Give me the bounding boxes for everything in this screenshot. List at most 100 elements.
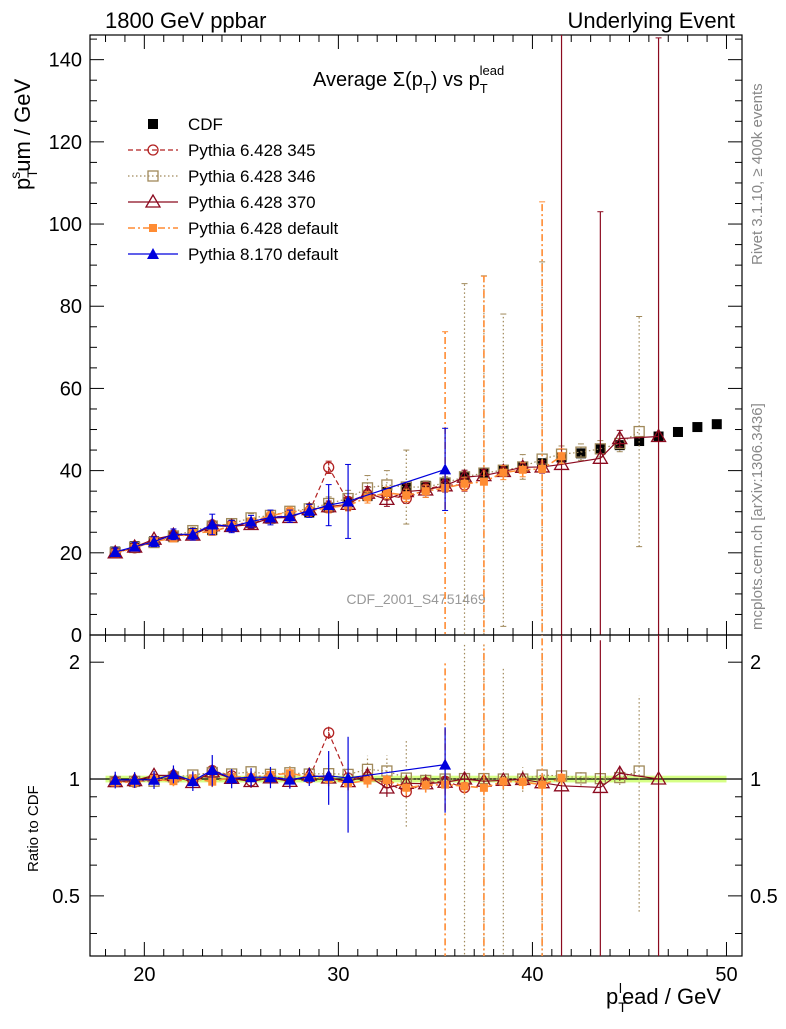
- ratio-point-pythia-6-428-345: [323, 727, 335, 739]
- ratio-point-pythia-6-428-default: [402, 783, 411, 792]
- main-panel: 0 20 40 60 80 100 120 140: [49, 34, 743, 647]
- point-pythia-6-428-default: [402, 491, 411, 500]
- ratio-y-tick-label-right: 0.5: [750, 886, 778, 908]
- ratio-point-pythia-8-170-default: [439, 758, 452, 770]
- y-tick-label: 60: [60, 378, 82, 400]
- ratio-panel: 20 30 40 50 0.5 0.5 1 1 2 2: [52, 634, 778, 986]
- ratio-point-pythia-6-428-370: [553, 777, 570, 792]
- y-tick-label: 100: [49, 214, 82, 236]
- ratio-point-pythia-8-170-default: [186, 775, 199, 787]
- point-pythia-6-428-default: [421, 487, 430, 496]
- point-pythia-8-170-default: [264, 511, 277, 523]
- ratio-point-pythia-6-428-370: [378, 779, 396, 794]
- legend-marker-pythia-6-428-default: [149, 224, 157, 232]
- y-tick-label: 80: [60, 296, 82, 318]
- ratio-point-pythia-6-428-default: [499, 777, 508, 786]
- ratio-point-pythia-8-170-default: [148, 773, 161, 785]
- legend-marker-pythia-8-170-default: [147, 248, 159, 259]
- ratio-point-pythia-8-170-default: [322, 769, 335, 781]
- ratio-series-group: [107, 635, 667, 956]
- point-pythia-8-170-default: [439, 463, 452, 475]
- ratio-point-pythia-8-170-default: [206, 764, 219, 776]
- point-pythia-6-428-default: [363, 493, 372, 502]
- ratio-point-pythia-6-428-default: [382, 776, 391, 785]
- cdf-data-point: [711, 419, 722, 430]
- legend-marker-pythia-6-428-345: [147, 144, 159, 156]
- ratio-point-pythia-6-428-default: [538, 780, 547, 789]
- legend-label-pythia-8-170-default: Pythia 8.170 default: [188, 245, 339, 264]
- ratio-point-pythia-6-428-370: [650, 770, 667, 785]
- point-pythia-6-428-default: [460, 479, 469, 488]
- ratio-y-tick-label: 2: [69, 652, 80, 674]
- x-tick-label: 40: [521, 964, 543, 986]
- ratio-point-pythia-6-428-346: [575, 772, 587, 784]
- ratio-point-pythia-8-170-default: [303, 770, 316, 782]
- legend: CDF Pythia 6.428 345 Pythia 6.428 346 Pythi…: [128, 115, 339, 264]
- ratio-point-pythia-6-428-default: [518, 777, 527, 786]
- legend-marker-cdf: [148, 119, 158, 129]
- point-pythia-8-170-default: [109, 545, 122, 557]
- point-pythia-8-170-default: [225, 520, 238, 532]
- point-pythia-6-428-370: [611, 430, 628, 445]
- ratio-point-pythia-6-428-default: [557, 773, 566, 782]
- ratio-point-pythia-6-428-default: [460, 782, 469, 791]
- line-pythia-6-428-default: [115, 455, 562, 554]
- y-tick-label: 20: [60, 543, 82, 565]
- cdf-data-point: [575, 448, 586, 459]
- x-tick-label: 30: [327, 964, 349, 986]
- point-pythia-8-170-default: [206, 518, 219, 530]
- y-tick-label: 120: [49, 132, 82, 154]
- side-mcplots-label: mcplots.cern.ch [arXiv:1306.3436]: [749, 403, 766, 630]
- point-pythia-6-428-370: [650, 428, 667, 443]
- ratio-point-pythia-8-170-default: [167, 768, 180, 780]
- ratio-frame: [89, 634, 743, 957]
- ratio-point-pythia-6-428-370: [592, 779, 609, 794]
- ratio-point-pythia-6-428-default: [363, 776, 372, 785]
- point-pythia-8-170-default: [322, 499, 335, 511]
- main-series-group: [107, 35, 722, 635]
- legend-marker-pythia-6-428-346: [147, 170, 159, 182]
- point-pythia-8-170-default: [128, 540, 141, 552]
- ratio-point-pythia-8-170-default: [225, 772, 238, 784]
- ratio-y-tick-label-right: 1: [750, 769, 761, 791]
- side-rivet-label: Rivet 3.1.10, ≥ 400k events: [749, 83, 766, 265]
- point-pythia-8-170-default: [283, 510, 296, 522]
- legend-label-pythia-6-428-346: Pythia 6.428 346: [188, 167, 316, 186]
- ratio-y-axis-label: Ratio to CDF: [25, 785, 42, 872]
- point-pythia-8-170-default: [303, 504, 316, 516]
- point-pythia-6-428-370: [592, 449, 609, 464]
- header-right: Underlying Event: [567, 8, 735, 33]
- cdf-data-point: [634, 436, 645, 447]
- y-tick-label: 40: [60, 461, 82, 483]
- y-tick-label: 140: [49, 50, 82, 72]
- legend-label-pythia-6-428-default: Pythia 6.428 default: [188, 219, 339, 238]
- ratio-y-tick-label: 1: [69, 769, 80, 791]
- point-pythia-6-428-345: [323, 461, 335, 473]
- ratio-point-pythia-8-170-default: [283, 773, 296, 785]
- point-pythia-6-428-default: [518, 465, 527, 474]
- ratio-point-pythia-6-428-default: [421, 781, 430, 790]
- point-pythia-6-428-default: [479, 477, 488, 486]
- ratio-point-pythia-8-170-default: [342, 771, 355, 783]
- x-tick-label: 50: [715, 964, 737, 986]
- legend-label-pythia-6-428-370: Pythia 6.428 370: [188, 193, 316, 212]
- point-pythia-6-428-default: [557, 452, 566, 461]
- point-pythia-8-170-default: [148, 535, 161, 547]
- point-pythia-6-428-default: [382, 488, 391, 497]
- point-pythia-8-170-default: [342, 495, 355, 507]
- y-axis-label: pTsum / GeV: [7, 79, 40, 190]
- ratio-y-tick-label-right: 2: [750, 652, 761, 674]
- legend-label-cdf: CDF: [188, 115, 223, 134]
- cdf-data-point: [672, 426, 683, 437]
- ratio-point-pythia-8-170-default: [128, 773, 141, 785]
- ratio-y-tick-label: 0.5: [52, 886, 80, 908]
- x-axis-label: pTlead / GeV: [606, 980, 721, 1015]
- ratio-line-pythia-6-428-346: [115, 768, 640, 783]
- point-pythia-6-428-370: [378, 491, 396, 506]
- point-pythia-6-428-default: [499, 468, 508, 477]
- legend-label-pythia-6-428-345: Pythia 6.428 345: [188, 141, 316, 160]
- point-pythia-6-428-346: [575, 446, 587, 458]
- point-pythia-8-170-default: [245, 515, 258, 527]
